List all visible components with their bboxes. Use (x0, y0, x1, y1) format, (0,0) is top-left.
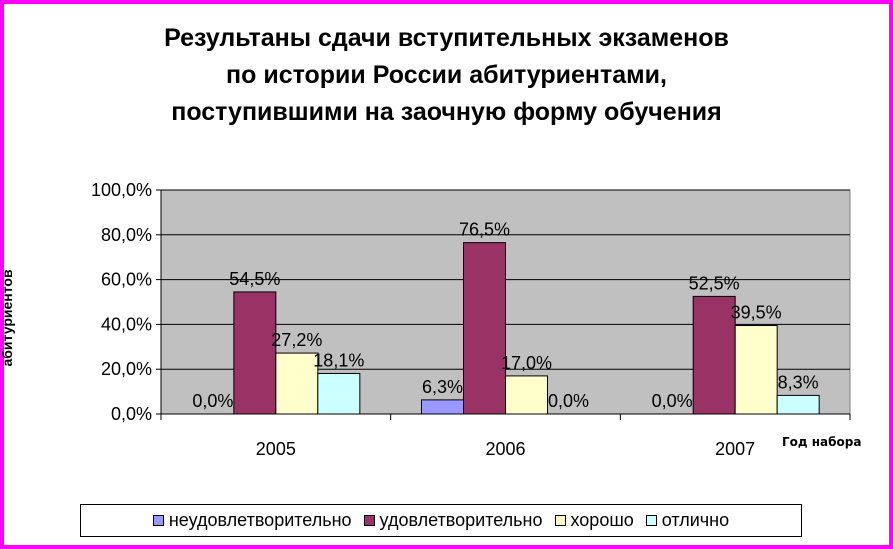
y-tick-label: 60,0% (101, 270, 152, 290)
chart-title-line-2: по истории России абитуриентами, (226, 61, 667, 89)
bar-отлично (776, 394, 820, 415)
data-label: 76,5% (459, 220, 510, 240)
y-axis-label: абитуриентов (0, 269, 15, 366)
y-tick-label: 40,0% (101, 314, 152, 334)
data-label: 52,5% (689, 273, 740, 293)
legend-label: удовлетворительно (379, 510, 543, 530)
bar-удовлетворительно (463, 242, 506, 415)
data-label: 39,5% (731, 303, 782, 323)
legend-item: отлично (645, 510, 730, 531)
bar-удовлетворительно (233, 291, 277, 415)
legend-label: отлично (661, 510, 730, 530)
y-tick-label: 0,0% (111, 404, 152, 424)
data-label: 17,0% (501, 353, 552, 373)
y-tick-label: 20,0% (101, 359, 152, 379)
y-tick-label: 80,0% (101, 225, 152, 245)
data-label: 18,1% (313, 350, 364, 370)
chart-title: Результаны сдачи вступительных экзаменов… (0, 20, 893, 131)
bar-хорошо (505, 375, 548, 415)
chart-title-line-1: Результаны сдачи вступительных экзаменов (164, 24, 729, 52)
data-labels: 0,0% 54,5% 27,2%18,1% 6,3% 76,5% 17,0% 0,0% 0,0… (192, 220, 818, 411)
legend-item: неудовлетворительно (152, 510, 352, 531)
chart-title-line-3: поступившими на заочную форму обучения (171, 98, 722, 126)
legend-label: неудовлетворительно (168, 510, 352, 530)
bar-отлично (317, 372, 361, 415)
x-tick-label: 2007 (715, 439, 755, 459)
y-tick-label: 100,0% (91, 180, 152, 200)
legend: неудовлетворительно удовлетворительно хоро… (80, 504, 802, 537)
data-label: 8,3% (778, 372, 819, 392)
data-label: 6,3% (422, 377, 463, 397)
bar-неудовлетворительно (421, 399, 464, 415)
legend-swatch (554, 515, 566, 526)
data-label: 54,5% (229, 269, 280, 289)
legend-item: удовлетворительно (363, 510, 543, 531)
bar-удовлетворительно (692, 295, 736, 415)
data-label: 0,0% (652, 391, 693, 411)
data-label: 27,2% (271, 330, 322, 350)
legend-swatch (645, 515, 657, 526)
axes: 0,0% 20,0% 40,0% 60,0% 80,0% 100,0% 2005 2006 20… (91, 180, 851, 459)
bar-хорошо (734, 325, 778, 415)
legend-label: хорошо (570, 510, 634, 530)
legend-swatch (152, 515, 164, 526)
data-label: 0,0% (548, 391, 589, 411)
data-label: 0,0% (192, 391, 233, 411)
bars (233, 242, 820, 415)
x-tick-label: 2006 (485, 439, 525, 459)
x-tick-label: 2005 (256, 439, 296, 459)
bar-хорошо (275, 352, 319, 415)
x-axis-label: Год набора (782, 435, 861, 449)
legend-swatch (363, 515, 375, 526)
legend-item: хорошо (554, 510, 634, 531)
